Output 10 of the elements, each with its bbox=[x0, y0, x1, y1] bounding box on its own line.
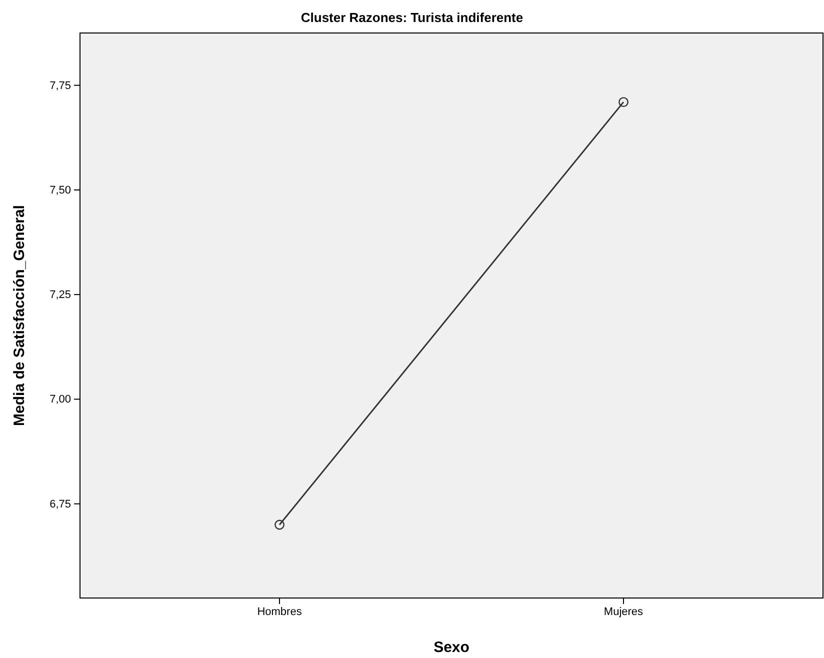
x-axis-title: Sexo bbox=[434, 639, 470, 656]
x-tick-label: Hombres bbox=[257, 606, 302, 618]
y-tick-label: 7,00 bbox=[50, 394, 71, 406]
y-tick-label: 7,50 bbox=[50, 184, 71, 196]
chart-title: Cluster Razones: Turista indiferente bbox=[300, 10, 524, 25]
y-tick-label: 6,75 bbox=[50, 498, 71, 510]
y-tick-label: 7,25 bbox=[50, 289, 71, 302]
y-tick-label: 7,75 bbox=[50, 80, 71, 92]
x-tick-label: Mujeres bbox=[604, 606, 644, 618]
y-axis-title: Media de Satisfacción_General bbox=[11, 205, 28, 426]
